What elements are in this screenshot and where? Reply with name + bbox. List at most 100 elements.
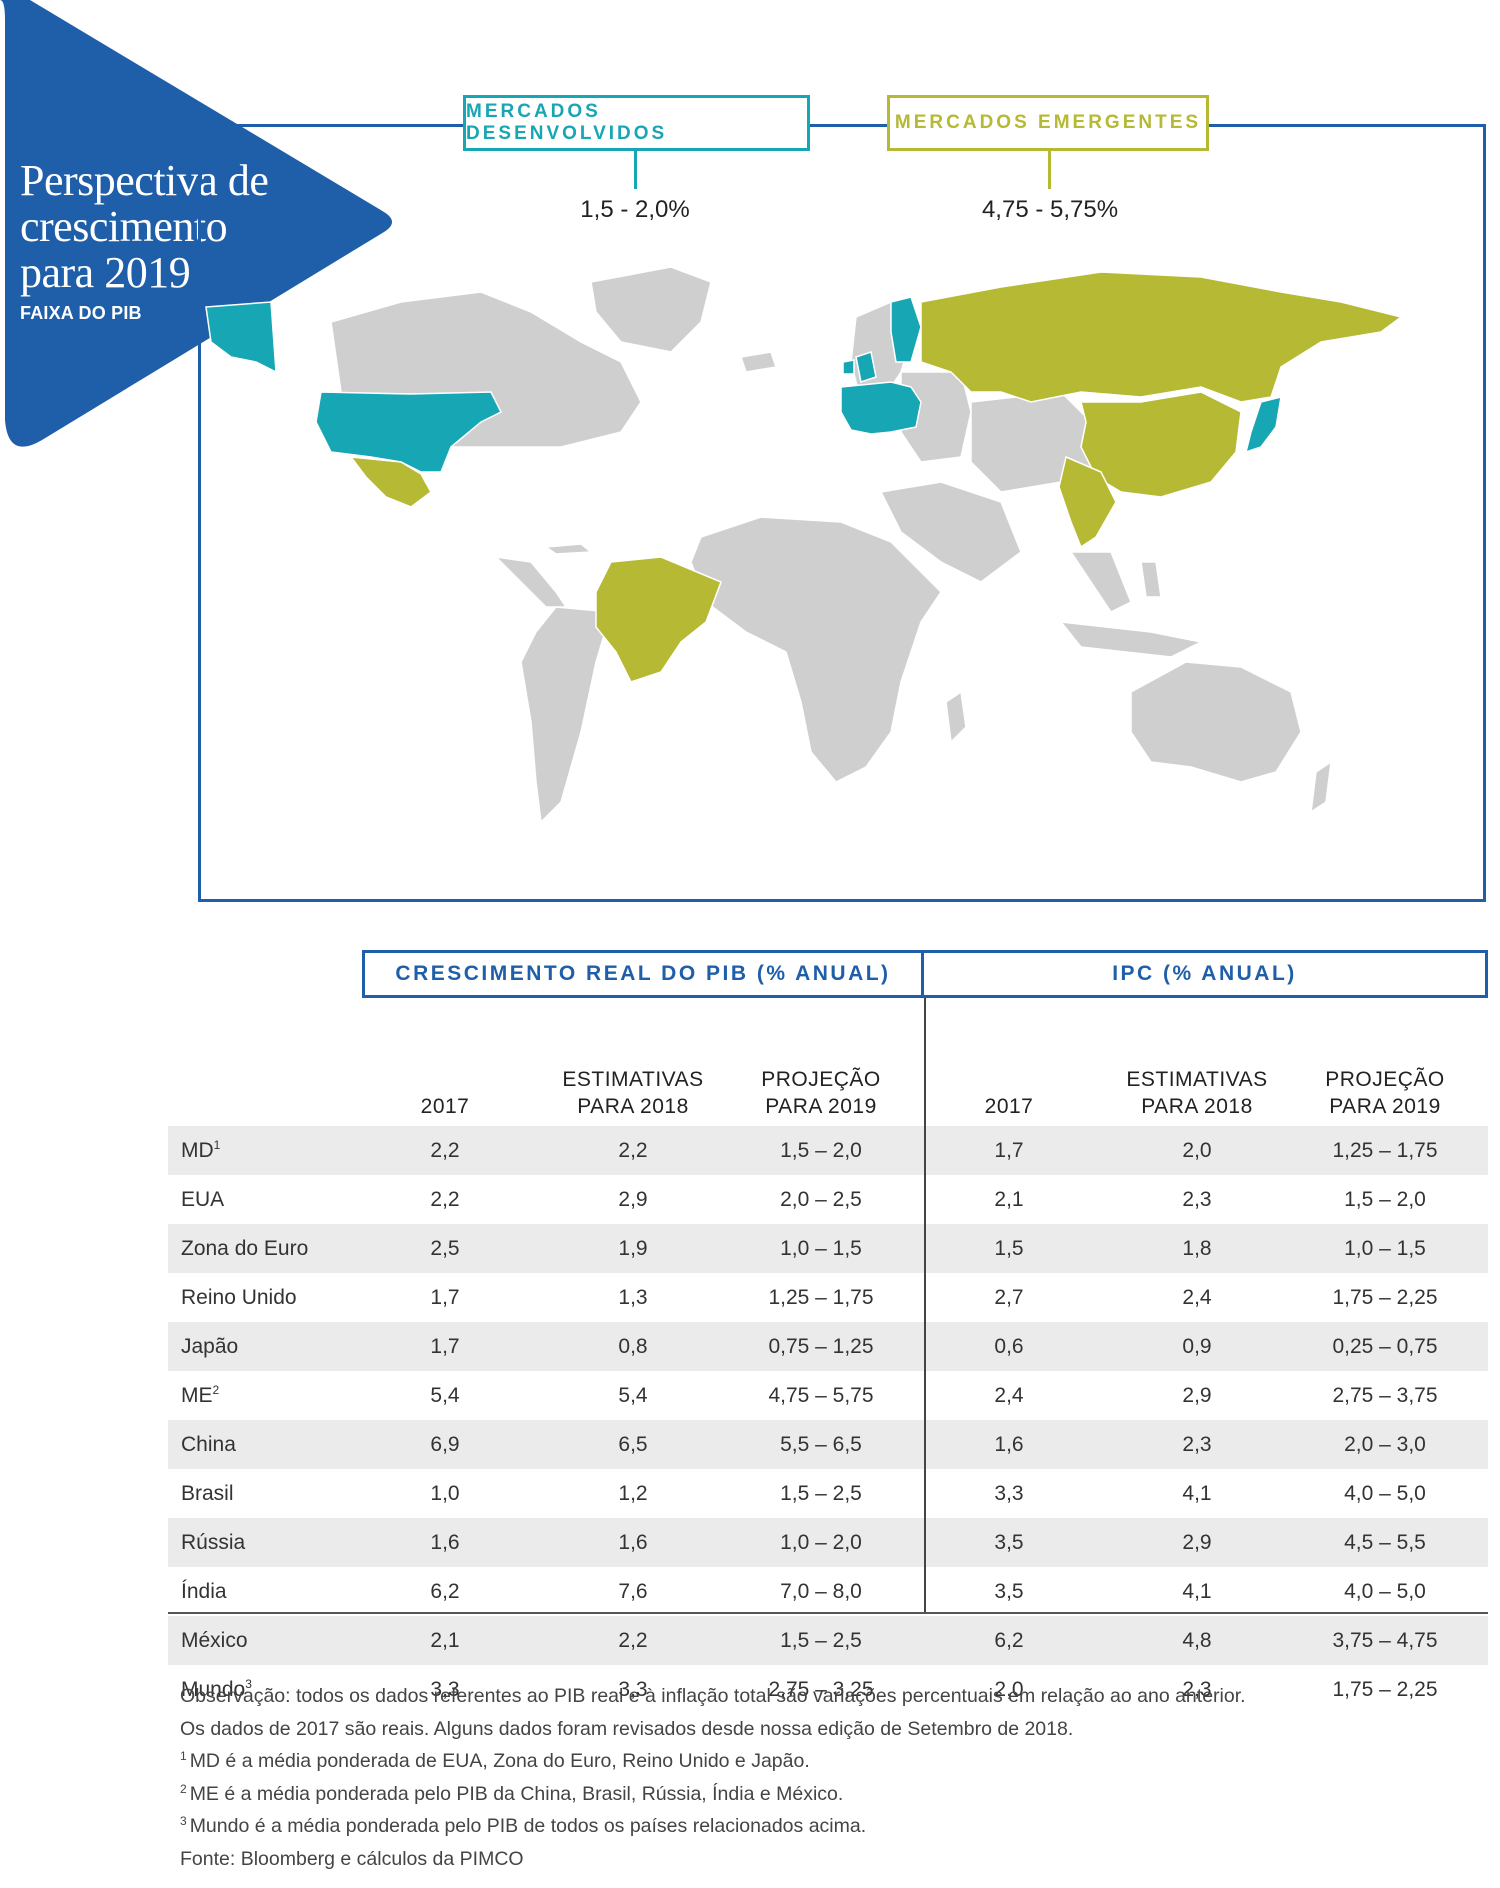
japan-shape (1244, 395, 1282, 454)
table-row: Japão 1,7 0,8 0,75 – 1,25 0,6 0,9 0,25 –… (168, 1322, 1488, 1371)
iceland-shape (740, 351, 777, 373)
gdp-group-header: CRESCIMENTO REAL DO PIB (% ANUAL) (362, 950, 924, 998)
caribbean-shape (543, 543, 593, 555)
new-zealand-shape (1310, 760, 1332, 814)
greenland-shape (590, 266, 712, 353)
footnote-line: Fonte: Bloomberg e cálculos da PIMCO (180, 1847, 524, 1870)
table-body: MD1 2,2 2,2 1,5 – 2,0 1,7 2,0 1,25 – 1,7… (168, 1126, 1488, 1714)
table-cell: 6,5 (618, 1433, 648, 1456)
page-title-line: crescimento (20, 202, 228, 251)
table-cell: 0,8 (618, 1335, 648, 1358)
table-cell: 6,2 (994, 1629, 1024, 1652)
middle-east-shape (879, 481, 1022, 583)
table-cell: 2,0 (994, 1678, 1024, 1701)
uk-shape (855, 351, 877, 383)
mexico-shape (349, 456, 432, 508)
central-america-shape (493, 555, 568, 608)
table-cell: 1,9 (618, 1237, 648, 1260)
emerging-gdp-range: 4,75 - 5,75% (981, 196, 1119, 223)
table-cell: 1,5 (994, 1237, 1024, 1260)
table-cell: 2,1 (430, 1629, 460, 1652)
table-cell: 4,75 – 5,75 (768, 1384, 874, 1407)
table-cell: 1,7 (430, 1286, 460, 1309)
table-bottom-rule (168, 1612, 1488, 1614)
table-cell: 3,3 (618, 1678, 648, 1701)
column-header: 2017 (984, 1095, 1034, 1118)
row-label: Índia (181, 1580, 227, 1603)
table-cell: 1,5 – 2,0 (1344, 1188, 1426, 1211)
madagascar-shape (945, 690, 967, 744)
finland-shape (890, 296, 922, 363)
table-cell: 4,0 – 5,0 (1344, 1580, 1426, 1603)
map-frame (198, 124, 1486, 902)
table-row: Índia 6,2 7,6 7,0 – 8,0 3,5 4,1 4,0 – 5,… (168, 1567, 1488, 1616)
table-cell: 2,5 (430, 1237, 460, 1260)
table-cell: 5,5 – 6,5 (780, 1433, 862, 1456)
table-cell: 4,0 – 5,0 (1344, 1482, 1426, 1505)
africa-shape (690, 516, 942, 783)
table-cell: 5,4 (618, 1384, 648, 1407)
table-cell: 4,1 (1182, 1482, 1212, 1505)
page-title-line: para 2019 (20, 248, 191, 297)
table-cell: 1,75 – 2,25 (1332, 1678, 1438, 1701)
table-cell: 2,9 (1182, 1384, 1212, 1407)
table-cell: 1,6 (994, 1433, 1024, 1456)
table-cell: 1,75 – 2,25 (1332, 1286, 1438, 1309)
table-cell: 1,25 – 1,75 (1332, 1139, 1438, 1162)
table-cell: 2,7 (994, 1286, 1024, 1309)
australia-shape (1130, 661, 1302, 783)
table-cell: 0,6 (994, 1335, 1024, 1358)
table-cell: 6,2 (430, 1580, 460, 1603)
row-label: Mundo3 (181, 1677, 252, 1701)
table-cell: 2,3 (1182, 1188, 1212, 1211)
table-cell: 1,6 (618, 1531, 648, 1554)
table-cell: 2,2 (430, 1188, 460, 1211)
table-cell: 6,9 (430, 1433, 460, 1456)
world-map (205, 266, 1403, 824)
table-cell: 1,2 (618, 1482, 648, 1505)
table-cell: 1,5 – 2,0 (780, 1139, 862, 1162)
table-cell: 3,75 – 4,75 (1332, 1629, 1438, 1652)
table-cell: 1,6 (430, 1531, 460, 1554)
table-cell: 0,25 – 0,75 (1332, 1335, 1438, 1358)
table-cell: 3,3 (430, 1678, 460, 1701)
table-cell: 4,1 (1182, 1580, 1212, 1603)
footnote-line: Os dados de 2017 são reais. Alguns dados… (180, 1717, 1074, 1740)
emerging-connector-line (1048, 151, 1051, 189)
footnote-line: 2 ME é a média ponderada pelo PIB da Chin… (180, 1781, 844, 1805)
page-title-line: Perspectiva de (20, 156, 269, 205)
china-shape (1080, 391, 1242, 498)
row-label: China (181, 1433, 236, 1456)
table-row: ME2 5,4 5,4 4,75 – 5,75 2,4 2,9 2,75 – 3… (168, 1371, 1488, 1420)
column-header: PROJEÇÃO PARA 2019 (1325, 1068, 1445, 1118)
table-cell: 1,3 (618, 1286, 648, 1309)
table-cell: 2,0 – 2,5 (780, 1188, 862, 1211)
table-cell: 1,0 (430, 1482, 460, 1505)
table-cell: 2,3 (1182, 1433, 1212, 1456)
table-row: Zona do Euro 2,5 1,9 1,0 – 1,5 1,5 1,8 1… (168, 1224, 1488, 1273)
table-row: China 6,9 6,5 5,5 – 6,5 1,6 2,3 2,0 – 3,… (168, 1420, 1488, 1469)
table-cell: 0,9 (1182, 1335, 1212, 1358)
row-label: MD1 (181, 1138, 221, 1162)
row-label: Brasil (181, 1482, 234, 1505)
table-cell: 2,4 (994, 1384, 1024, 1407)
row-label: EUA (181, 1188, 225, 1211)
column-header: ESTIMATIVAS PARA 2018 (562, 1068, 704, 1118)
table-cell: 7,6 (618, 1580, 648, 1603)
table-cell: 1,0 – 1,5 (1344, 1237, 1426, 1260)
table-cell: 1,25 – 1,75 (768, 1286, 874, 1309)
table-cell: 3,5 (994, 1531, 1024, 1554)
title-badge-shape (0, 0, 392, 447)
row-label: Japão (181, 1335, 239, 1358)
india-shape (1058, 455, 1117, 549)
table-row: MD1 2,2 2,2 1,5 – 2,0 1,7 2,0 1,25 – 1,7… (168, 1126, 1488, 1175)
row-label: ME2 (181, 1383, 220, 1407)
usa-shape (315, 391, 503, 473)
table-cell: 5,4 (430, 1384, 460, 1407)
table-cell: 2,2 (430, 1139, 460, 1162)
table-row: México 2,1 2,2 1,5 – 2,5 6,2 4,8 3,75 – … (168, 1616, 1488, 1665)
table-row: Reino Unido 1,7 1,3 1,25 – 1,75 2,7 2,4 … (168, 1273, 1488, 1322)
table-cell: 2,4 (1182, 1286, 1212, 1309)
row-label: México (181, 1629, 248, 1652)
